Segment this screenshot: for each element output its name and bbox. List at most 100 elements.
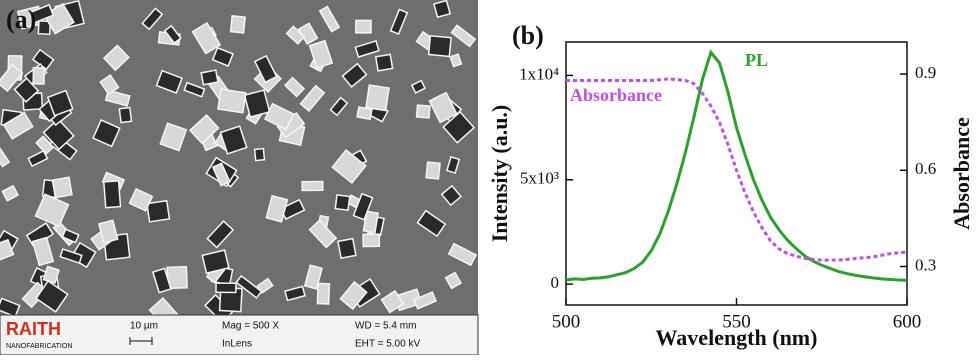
crystal-face (206, 220, 235, 249)
series-line (565, 49, 908, 282)
crystal-face (29, 3, 55, 24)
crystal (0, 297, 21, 318)
crystal-face (188, 113, 220, 145)
brand-sub: NANOFABRICATION (6, 343, 72, 350)
crystal (263, 102, 295, 131)
y-tick-label: 5x10³ (520, 169, 559, 188)
crystal-face (217, 88, 247, 114)
crystal-face (0, 238, 15, 263)
crystal (0, 147, 11, 168)
crystal-face (128, 187, 154, 212)
y-axis-title: Intensity (a.u.) (487, 105, 512, 243)
eht: EHT = 5.00 kV (355, 339, 420, 350)
crystal (200, 69, 219, 86)
crystal-face (308, 219, 338, 249)
crystal-face (380, 289, 405, 314)
crystal-face (329, 96, 349, 117)
crystal (301, 180, 324, 192)
crystal (442, 110, 476, 144)
crystal (299, 84, 326, 113)
crystal-face (229, 15, 246, 34)
crystal (449, 53, 463, 68)
crystal (51, 176, 73, 199)
crystal (445, 155, 461, 174)
crystal (362, 233, 381, 248)
crystal (425, 161, 441, 180)
crystal-face (374, 53, 394, 72)
crystal-face (200, 69, 219, 86)
crystal (219, 125, 248, 155)
crystal (433, 0, 452, 19)
crystal-face (98, 219, 119, 244)
crystal-face (118, 106, 133, 124)
crystal-face (211, 46, 234, 67)
crystal-face (151, 267, 172, 294)
crystal-face (334, 194, 351, 211)
crystal (61, 228, 80, 244)
crystal (191, 21, 222, 55)
crystal-face (163, 24, 182, 45)
crystal (285, 25, 306, 45)
y2-tick-label: 0.6 (915, 159, 936, 178)
crystal-face (13, 77, 40, 104)
crystal (412, 291, 438, 310)
crystal-face (0, 63, 24, 93)
crystal-face (444, 271, 462, 290)
crystal-face (253, 54, 278, 84)
crystal (141, 7, 164, 31)
plot-frame (565, 41, 908, 306)
mag: Mag = 500 X (222, 321, 279, 332)
crystal (440, 184, 463, 207)
crystal (104, 89, 131, 107)
crystal (201, 249, 230, 275)
crystal (229, 15, 246, 34)
crystal (355, 19, 372, 34)
crystal-face (433, 0, 452, 19)
crystal-face (1, 184, 20, 202)
crystal-face (301, 180, 324, 192)
crystal-face (0, 297, 21, 318)
crystal-face (0, 147, 11, 168)
crystal (374, 53, 394, 72)
crystal (59, 248, 83, 264)
x-tick-label: 550 (722, 311, 751, 332)
crystal-face (362, 233, 381, 248)
crystal (1, 184, 20, 202)
crystal (13, 77, 40, 104)
crystal-face (201, 249, 230, 275)
crystal (215, 282, 237, 294)
crystal (428, 91, 458, 124)
crystal-face (35, 279, 69, 313)
crystal-face (337, 237, 357, 260)
crystal (0, 238, 15, 263)
scale-bar (129, 337, 153, 345)
y2-tick-label: 0.3 (915, 255, 936, 274)
y2-tick-label: 0.9 (915, 63, 936, 82)
crystal-face (51, 176, 73, 199)
crystal-face (42, 117, 75, 151)
crystal (98, 219, 119, 244)
crystal (380, 289, 405, 314)
crystal-face (428, 91, 458, 124)
crystal-face (31, 236, 55, 267)
crystal (331, 148, 367, 185)
crystal-face (92, 119, 121, 148)
crystal-face (440, 184, 463, 207)
y-tick-label: 0 (551, 273, 560, 292)
crystal (118, 106, 133, 124)
y-tick-label: 1x10⁴ (519, 64, 559, 83)
crystal (159, 122, 188, 152)
crystal-face (61, 228, 80, 244)
panel-label: (a) (6, 5, 36, 34)
crystal (352, 192, 374, 221)
crystal-face (146, 199, 171, 223)
x-axis-title: Wavelength (nm) (656, 325, 818, 350)
crystal-face (299, 84, 326, 113)
crystal (31, 236, 55, 267)
crystal (188, 113, 220, 145)
detector: InLens (222, 339, 252, 350)
crystal (35, 135, 55, 155)
crystal (243, 89, 271, 118)
series-label: PL (745, 50, 768, 70)
